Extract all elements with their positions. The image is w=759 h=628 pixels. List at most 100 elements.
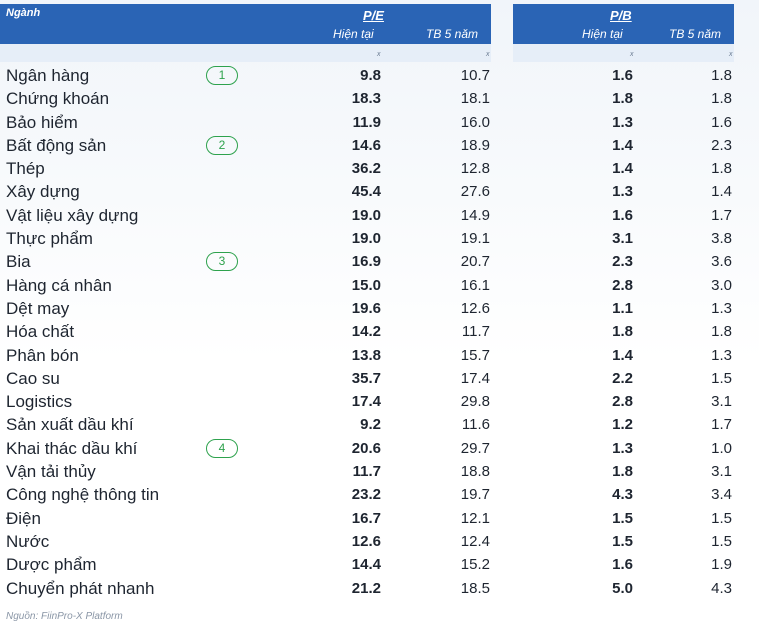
pb-current-value: 1.4 bbox=[612, 136, 633, 154]
pb-current-value: 3.1 bbox=[612, 230, 633, 248]
sector-name: Logistics bbox=[6, 392, 73, 412]
pb-current-value: 1.4 bbox=[612, 160, 633, 178]
pb-current-value: 1.8 bbox=[612, 323, 633, 341]
pe-avg-value: 12.8 bbox=[460, 160, 490, 178]
pe-current-value: 11.7 bbox=[352, 463, 381, 481]
sector-name: Vận tải thủy bbox=[6, 462, 96, 482]
pb-avg-unit: x bbox=[729, 51, 733, 58]
pe-current-value: 36.2 bbox=[351, 160, 381, 178]
sector-name: Sản xuất dầu khí bbox=[6, 415, 134, 435]
pb-avg-value: 1.5 bbox=[711, 532, 732, 550]
pb-avg-value: 1.6 bbox=[711, 113, 732, 131]
source-note: Nguồn: FiinPro-X Platform bbox=[6, 611, 123, 622]
pe-current-value: 15.0 bbox=[351, 276, 381, 294]
pe-avg-value: 29.8 bbox=[460, 393, 490, 411]
table-row: Vật liệu xây dựng 19.0 14.9 1.6 1.7 bbox=[0, 204, 759, 227]
pb-avg-value: 1.4 bbox=[711, 183, 732, 201]
pb-current-value: 1.8 bbox=[612, 90, 633, 108]
pe-avg-value: 27.6 bbox=[460, 183, 490, 201]
table-row: Vận tải thủy 11.7 18.8 1.8 3.1 bbox=[0, 460, 759, 483]
pb-current-value: 1.6 bbox=[612, 67, 633, 84]
sector-name: Vật liệu xây dựng bbox=[6, 205, 139, 225]
table-row: Công nghệ thông tin 23.2 19.7 4.3 3.4 bbox=[0, 483, 759, 506]
pe-current-value: 12.6 bbox=[351, 532, 381, 550]
group-marker-badge: 4 bbox=[206, 438, 238, 458]
pe-current-value: 16.7 bbox=[351, 509, 381, 527]
pe-current-value: 14.4 bbox=[351, 556, 381, 574]
pb-avg-value: 3.6 bbox=[711, 253, 732, 271]
table-row: Cao su 35.7 17.4 2.2 1.5 bbox=[0, 367, 759, 390]
pe-current-value: 14.6 bbox=[351, 136, 381, 154]
pe-current-value: 11.9 bbox=[352, 113, 381, 131]
table-row: Dệt may 19.6 12.6 1.1 1.3 bbox=[0, 297, 759, 320]
sector-name: Thép bbox=[6, 159, 45, 179]
pb-avg-value: 3.1 bbox=[711, 393, 732, 411]
sector-name: Xây dựng bbox=[6, 182, 80, 202]
table-row: Khai thác dầu khí 20.6 29.7 1.3 1.0 4 bbox=[0, 437, 759, 460]
pb-current-value: 1.3 bbox=[612, 113, 633, 131]
pe-current-value: 45.4 bbox=[351, 183, 381, 201]
pe-avg-unit: x bbox=[486, 51, 490, 58]
pb-current-value: 1.5 bbox=[612, 532, 633, 550]
pe-avg-value: 17.4 bbox=[460, 369, 490, 387]
table-row: Chuyển phát nhanh 21.2 18.5 5.0 4.3 bbox=[0, 577, 759, 600]
pe-current-value: 20.6 bbox=[351, 439, 381, 457]
table-row: Logistics 17.4 29.8 2.8 3.1 bbox=[0, 390, 759, 413]
pe-current-value: 19.0 bbox=[351, 206, 381, 224]
pb-avg-value: 1.3 bbox=[711, 346, 732, 364]
pe-avg-value: 19.1 bbox=[460, 230, 490, 248]
pe-avg-value: 10.7 bbox=[460, 67, 490, 84]
pe-avg-value: 20.7 bbox=[460, 253, 490, 271]
table-header-pe: Ngành P/E Hiện tại TB 5 năm bbox=[0, 4, 491, 44]
pb-current-value: 2.3 bbox=[612, 253, 633, 271]
pe-avg-value: 11.7 bbox=[461, 323, 490, 341]
pb-current-value: 1.1 bbox=[612, 299, 633, 317]
table-row: Điện 16.7 12.1 1.5 1.5 bbox=[0, 507, 759, 530]
pb-avg-value: 2.3 bbox=[711, 136, 732, 154]
pb-avg-value: 1.0 bbox=[711, 439, 732, 457]
table-row: Hàng cá nhân 15.0 16.1 2.8 3.0 bbox=[0, 274, 759, 297]
pb-current-value: 1.6 bbox=[612, 556, 633, 574]
pe-group-header: P/E bbox=[363, 8, 384, 23]
pb-avg-value: 1.8 bbox=[711, 160, 732, 178]
pe-avg-value: 18.1 bbox=[460, 90, 490, 108]
sector-name: Thực phẩm bbox=[6, 229, 93, 249]
pb-group-header: P/B bbox=[610, 8, 632, 23]
pb-avg-value: 3.0 bbox=[711, 276, 732, 294]
pb-avg-value: 1.7 bbox=[711, 206, 732, 224]
pb-avg-value: 1.3 bbox=[711, 299, 732, 317]
pe-current-value: 16.9 bbox=[351, 253, 381, 271]
pb-avg-value: 3.4 bbox=[711, 486, 732, 504]
pb-current-value: 2.2 bbox=[612, 369, 633, 387]
pb-avg-value: 1.8 bbox=[711, 90, 732, 108]
sector-name: Dệt may bbox=[6, 298, 70, 318]
pb-unit-row: x x bbox=[513, 44, 734, 62]
pb-avg-header: TB 5 năm bbox=[669, 27, 722, 41]
table-row: Thực phẩm 19.0 19.1 3.1 3.8 bbox=[0, 227, 759, 250]
pe-current-unit: x bbox=[377, 51, 381, 58]
sector-name: Điện bbox=[6, 508, 41, 528]
pe-current-header: Hiện tại bbox=[333, 27, 374, 41]
sector-name: Nước bbox=[6, 531, 50, 551]
pb-avg-value: 1.7 bbox=[711, 416, 732, 434]
pe-avg-value: 29.7 bbox=[460, 439, 490, 457]
pe-avg-header: TB 5 năm bbox=[426, 27, 479, 41]
pe-avg-value: 19.7 bbox=[460, 486, 490, 504]
sector-name: Chuyển phát nhanh bbox=[6, 578, 155, 598]
pe-current-value: 35.7 bbox=[351, 369, 381, 387]
table-row: Bia 16.9 20.7 2.3 3.6 3 bbox=[0, 250, 759, 273]
sector-name: Cao su bbox=[6, 368, 60, 388]
pe-current-value: 17.4 bbox=[351, 393, 381, 411]
pe-avg-value: 18.5 bbox=[460, 579, 490, 597]
pb-avg-value: 4.3 bbox=[711, 579, 732, 597]
pb-current-value: 1.3 bbox=[612, 439, 633, 457]
pe-current-value: 19.0 bbox=[351, 230, 381, 248]
pe-current-value: 14.2 bbox=[351, 323, 381, 341]
pe-current-value: 9.8 bbox=[360, 67, 381, 84]
pe-current-value: 23.2 bbox=[351, 486, 381, 504]
sector-name: Hóa chất bbox=[6, 322, 75, 342]
table-row: Thép 36.2 12.8 1.4 1.8 bbox=[0, 157, 759, 180]
pe-current-value: 13.8 bbox=[351, 346, 381, 364]
pb-avg-value: 3.8 bbox=[711, 230, 732, 248]
